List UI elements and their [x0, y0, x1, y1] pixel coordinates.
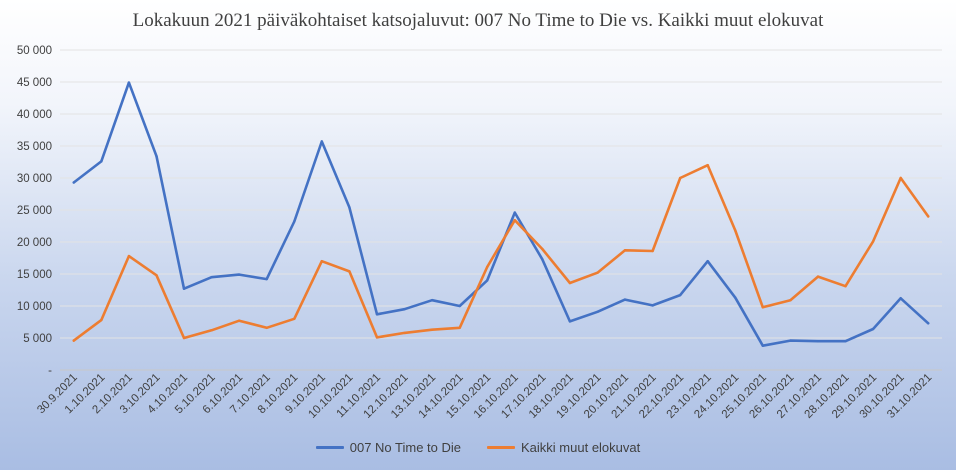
data-point-series-1: [706, 260, 709, 263]
y-tick-label: 35 000: [17, 141, 52, 153]
data-point-series-1: [458, 304, 461, 308]
data-point-series-1: [734, 296, 737, 299]
y-tick-label: 30 000: [17, 173, 52, 185]
data-point-series-1: [348, 206, 351, 209]
data-point-series-2: [403, 331, 406, 335]
legend-label-series-1: 007 No Time to Die: [349, 440, 462, 455]
data-point-series-1: [210, 276, 213, 279]
data-point-series-1: [927, 322, 930, 325]
data-point-series-2: [679, 176, 682, 180]
data-point-series-2: [486, 265, 489, 269]
data-point-series-2: [568, 281, 572, 285]
y-tick-label: 40 000: [17, 109, 52, 121]
gridlines: [60, 49, 942, 371]
legend-label-series-2: Kaikki muut elokuvat: [521, 440, 641, 455]
data-point-series-1: [293, 220, 296, 223]
data-point-series-1: [761, 344, 764, 347]
data-point-series-2: [541, 247, 544, 251]
data-point-series-1: [568, 320, 572, 323]
data-point-series-1: [155, 155, 158, 158]
data-point-series-1: [541, 258, 544, 261]
data-point-series-2: [651, 249, 654, 253]
data-point-series-2: [871, 240, 875, 243]
data-point-series-2: [155, 274, 158, 277]
y-tick-label: 45 000: [17, 77, 52, 89]
data-point-series-2: [706, 164, 709, 167]
data-point-series-1: [127, 81, 131, 84]
chart-title: Lokakuun 2021 päiväkohtaiset katsojaluvu…: [132, 10, 824, 31]
data-point-series-2: [623, 249, 627, 252]
data-point-series-2: [789, 299, 792, 302]
data-point-series-2: [182, 336, 186, 340]
data-point-series-1: [320, 140, 323, 143]
data-point-series-2: [210, 329, 213, 332]
data-point-series-1: [816, 340, 820, 343]
data-point-series-1: [403, 308, 406, 311]
legend-item-series-1: 007 No Time to Die: [315, 440, 462, 455]
data-point-series-1: [265, 277, 268, 281]
data-point-series-2: [844, 285, 847, 288]
data-point-series-2: [458, 326, 461, 329]
data-point-series-1: [679, 293, 682, 297]
y-tick-label: 50 000: [17, 45, 52, 57]
y-tick-label: 15 000: [17, 269, 52, 281]
data-point-series-2: [734, 229, 737, 232]
series-line-1: [72, 81, 930, 348]
data-point-series-1: [789, 339, 792, 342]
legend-swatch-series-2: [487, 446, 516, 449]
x-axis-tick-labels: 30.9.20211.10.20212.10.20213.10.20214.10…: [35, 372, 934, 421]
data-point-series-2: [816, 275, 820, 278]
y-tick-label: 5 000: [23, 333, 52, 345]
data-point-series-1: [238, 273, 241, 276]
legend: 007 No Time to Die Kaikki muut elokuvat: [0, 440, 956, 455]
data-point-series-2: [430, 328, 434, 331]
data-point-series-1: [844, 340, 847, 343]
y-tick-label: -: [48, 365, 52, 377]
y-tick-label: 25 000: [17, 205, 52, 217]
y-axis-tick-labels: - 5 000 10 000 15 000 20 000 25 000 30 000 35 0…: [17, 45, 52, 377]
data-point-series-2: [899, 176, 902, 180]
data-point-series-1: [375, 313, 379, 316]
legend-swatch-series-1: [315, 446, 344, 449]
data-point-series-2: [927, 215, 930, 218]
data-point-series-1: [513, 211, 516, 214]
y-tick-label: 20 000: [17, 237, 52, 249]
data-point-series-2: [375, 336, 379, 339]
data-point-series-1: [651, 304, 654, 307]
data-point-series-1: [596, 310, 599, 313]
data-point-series-1: [100, 160, 103, 163]
data-point-series-1: [486, 279, 489, 282]
data-point-series-2: [238, 319, 241, 322]
data-point-series-1: [430, 299, 434, 302]
data-point-series-2: [761, 306, 764, 309]
data-point-series-2: [72, 339, 76, 342]
data-point-series-1: [182, 287, 186, 290]
y-tick-label: 10 000: [17, 301, 52, 313]
series-line-2: [72, 163, 930, 342]
data-point-series-2: [596, 271, 599, 274]
data-point-series-2: [293, 317, 296, 320]
data-point-series-2: [100, 318, 103, 322]
data-point-series-2: [127, 254, 131, 258]
data-point-series-1: [623, 298, 627, 301]
data-point-series-1: [72, 181, 76, 184]
data-point-series-2: [348, 270, 351, 273]
legend-item-series-2: Kaikki muut elokuvat: [487, 440, 640, 455]
data-point-series-2: [320, 260, 323, 263]
series-lines: [72, 81, 930, 348]
data-point-series-2: [265, 326, 268, 329]
data-point-series-1: [871, 327, 875, 331]
data-point-series-1: [899, 297, 902, 300]
data-point-series-2: [513, 219, 516, 222]
